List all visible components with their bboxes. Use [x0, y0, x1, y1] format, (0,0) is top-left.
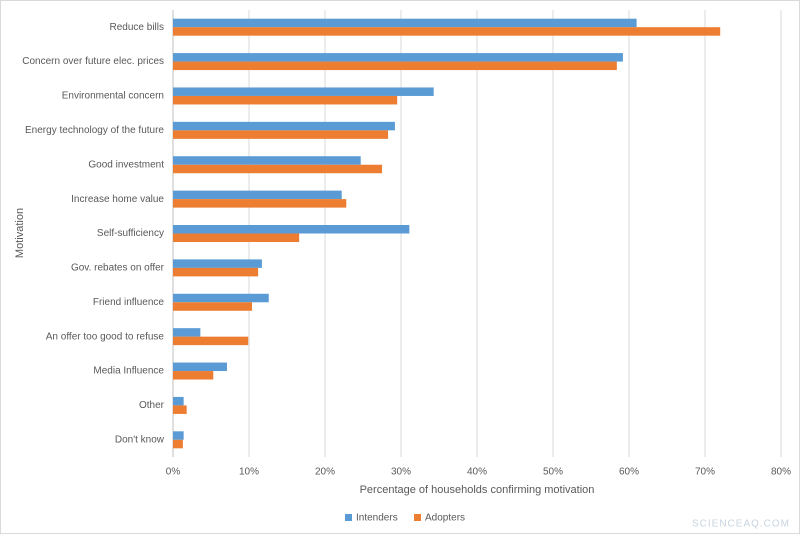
y-tick-label: Energy technology of the future — [25, 125, 164, 136]
legend-swatch — [345, 514, 352, 521]
y-tick-label: An offer too good to refuse — [46, 331, 165, 342]
bar — [173, 302, 253, 311]
y-tick-label: Concern over future elec. prices — [22, 56, 164, 67]
bar — [173, 61, 617, 71]
bar — [173, 267, 259, 277]
bar — [173, 371, 214, 380]
bar — [173, 18, 637, 28]
watermark: SCIENCEAQ.COM — [692, 519, 790, 530]
bar — [173, 225, 410, 234]
bar — [173, 328, 201, 337]
y-tick-label: Don't know — [115, 434, 165, 445]
bar — [173, 87, 434, 96]
bar — [173, 259, 262, 268]
x-tick-label: 0% — [166, 467, 181, 478]
legend-label: Intenders — [356, 513, 398, 524]
bar — [173, 431, 184, 440]
x-tick-label: 80% — [771, 467, 791, 478]
x-tick-label: 50% — [543, 467, 563, 478]
bar — [173, 396, 184, 406]
bar — [173, 439, 183, 449]
bar — [173, 362, 227, 372]
x-axis-title: Percentage of households confirming moti… — [360, 484, 595, 496]
x-tick-label: 70% — [695, 467, 715, 478]
y-tick-label: Self-sufficiency — [97, 228, 164, 239]
bar — [173, 95, 398, 105]
y-tick-label: Other — [139, 400, 165, 411]
bar — [173, 336, 249, 346]
bar — [173, 293, 269, 303]
x-tick-label: 30% — [391, 467, 411, 478]
bar — [173, 164, 382, 174]
y-tick-label: Increase home value — [71, 194, 164, 205]
y-tick-label: Media Influence — [93, 366, 164, 377]
x-tick-label: 20% — [315, 467, 335, 478]
legend-label: Adopters — [425, 513, 465, 524]
legend-swatch — [414, 514, 421, 521]
y-axis-title: Motivation — [14, 208, 26, 258]
y-tick-label: Friend influence — [93, 297, 165, 308]
bar — [173, 199, 347, 208]
y-tick-label: Reduce bills — [110, 22, 164, 33]
y-tick-label: Gov. rebates on offer — [71, 263, 165, 274]
bar — [173, 405, 187, 414]
bar — [173, 130, 389, 139]
y-tick-label: Good investment — [88, 159, 164, 170]
bar — [173, 190, 342, 200]
x-tick-label: 10% — [239, 467, 259, 478]
x-tick-label: 40% — [467, 467, 487, 478]
y-tick-label: Environmental concern — [62, 91, 164, 102]
x-tick-label: 60% — [619, 467, 639, 478]
bar — [173, 53, 623, 62]
bar — [173, 233, 300, 242]
bar — [173, 27, 721, 36]
bar — [173, 156, 361, 165]
bar — [173, 121, 395, 131]
